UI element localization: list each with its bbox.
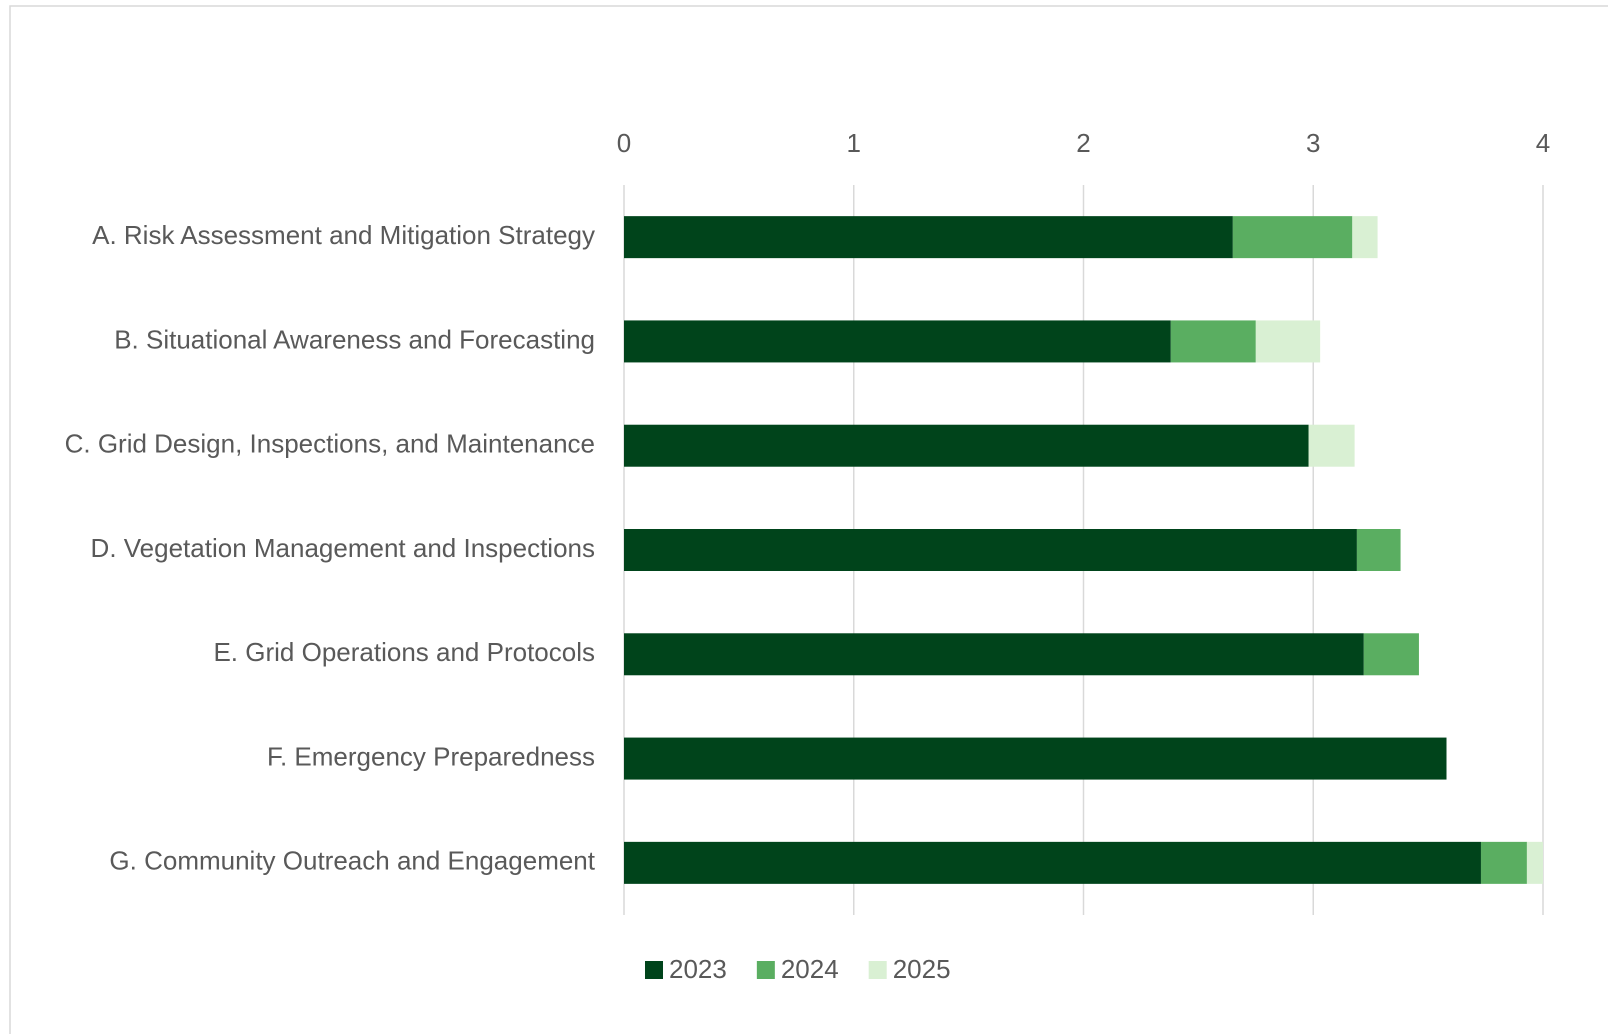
y-tick-label: C. Grid Design, Inspections, and Mainten… bbox=[65, 429, 595, 459]
y-tick-label: G. Community Outreach and Engagement bbox=[109, 846, 595, 876]
legend-swatch bbox=[645, 961, 663, 979]
bar-segment bbox=[1356, 529, 1401, 571]
y-tick-label: D. Vegetation Management and Inspections bbox=[91, 533, 595, 563]
y-tick-label: B. Situational Awareness and Forecasting bbox=[114, 324, 595, 354]
legend-label: 2025 bbox=[893, 954, 951, 984]
bar-segment bbox=[1526, 841, 1543, 884]
bar-segment bbox=[1255, 320, 1321, 363]
chart-frame bbox=[9, 5, 1608, 1034]
x-tick-label: 0 bbox=[617, 128, 631, 158]
bar-segment bbox=[624, 216, 1233, 259]
x-tick-label: 3 bbox=[1306, 128, 1320, 158]
legend-label: 2023 bbox=[669, 954, 727, 984]
y-tick-label: F. Emergency Preparedness bbox=[267, 741, 595, 771]
bar-segment bbox=[1352, 216, 1378, 259]
x-tick-label: 4 bbox=[1536, 128, 1550, 158]
bar-segment bbox=[1170, 320, 1256, 363]
legend-swatch bbox=[756, 961, 775, 979]
legend-label: 2024 bbox=[781, 954, 839, 984]
legend-swatch bbox=[868, 961, 887, 979]
bar-segment bbox=[1308, 424, 1355, 467]
y-tick-label: A. Risk Assessment and Mitigation Strate… bbox=[92, 220, 595, 250]
y-tick-label: E. Grid Operations and Protocols bbox=[213, 637, 595, 667]
bar-segment bbox=[624, 320, 1171, 363]
bar-segment bbox=[1363, 633, 1419, 676]
bar-segment bbox=[624, 841, 1481, 884]
bar-segment bbox=[624, 633, 1364, 676]
x-tick-label: 1 bbox=[847, 128, 861, 158]
bar-segment bbox=[624, 424, 1309, 467]
bar-segment bbox=[624, 737, 1447, 780]
x-tick-label: 2 bbox=[1076, 128, 1090, 158]
bar-segment bbox=[1480, 841, 1527, 884]
bar-segment bbox=[1232, 216, 1353, 259]
bar-segment bbox=[624, 529, 1357, 571]
